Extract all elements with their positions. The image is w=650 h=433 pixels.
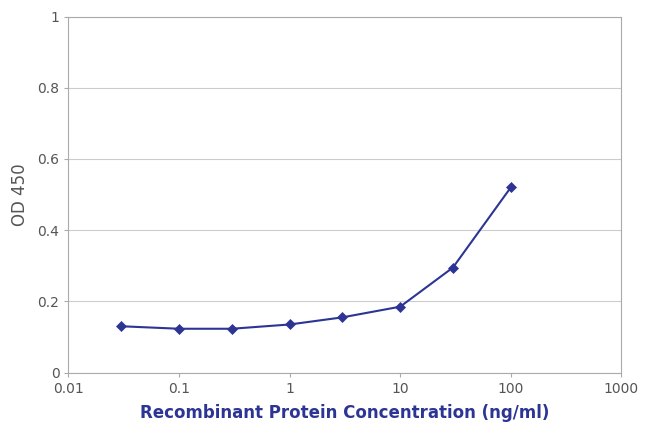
Y-axis label: OD 450: OD 450: [11, 163, 29, 226]
X-axis label: Recombinant Protein Concentration (ng/ml): Recombinant Protein Concentration (ng/ml…: [140, 404, 550, 422]
